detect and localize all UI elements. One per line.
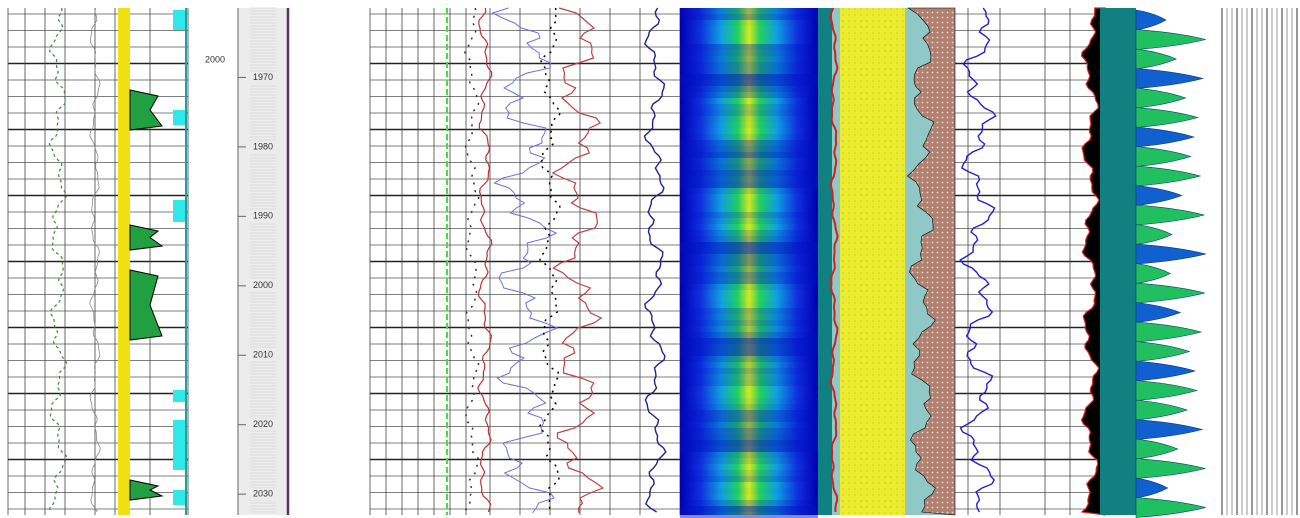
fill (173, 420, 185, 470)
heat-band (680, 236, 818, 242)
heat-band (680, 476, 818, 482)
heat-band (680, 86, 818, 92)
heat-band (680, 140, 818, 146)
heat-band (680, 500, 818, 506)
heat-band (680, 122, 818, 128)
heat-band (680, 422, 818, 428)
lith-strip (818, 8, 832, 515)
heat-band (680, 146, 818, 152)
heat-band (680, 110, 818, 116)
y-tick-label: 1970 (253, 72, 273, 82)
y-tick-label: 1990 (253, 211, 273, 221)
heat-band (680, 506, 818, 512)
y-tick-label: 2020 (253, 419, 273, 429)
heat-band (680, 44, 818, 50)
fill (173, 10, 185, 30)
heat-band (680, 116, 818, 122)
heat-band (680, 242, 818, 248)
heat-band (680, 440, 818, 446)
heat-band (680, 98, 818, 104)
heat-band (680, 14, 818, 20)
heat-band (680, 284, 818, 290)
heat-band (680, 338, 818, 344)
y-tick-label: 1980 (253, 141, 273, 151)
heat-band (680, 50, 818, 56)
heat-band (680, 458, 818, 464)
heat-band (680, 68, 818, 74)
heat-band (680, 248, 818, 254)
heat-band (680, 254, 818, 260)
well-log: 2000 1970 1980 1990 2000 2010 2020 2030 (0, 0, 1300, 518)
heat-band (680, 308, 818, 314)
heat-band (680, 410, 818, 416)
heat-band (680, 80, 818, 86)
heat-band (680, 380, 818, 386)
fill (118, 8, 130, 515)
heat-band (680, 350, 818, 356)
heat-band (680, 170, 818, 176)
heat-band (680, 314, 818, 320)
heat-band (680, 206, 818, 212)
heat-band (680, 398, 818, 404)
heat-band (680, 104, 818, 110)
heat-band (680, 92, 818, 98)
fill (173, 390, 185, 402)
y-tick-label: 2030 (253, 489, 273, 499)
heat-band (680, 200, 818, 206)
heat-band (680, 134, 818, 140)
heat-band (680, 416, 818, 422)
heat-band (680, 74, 818, 80)
heat-band (680, 320, 818, 326)
heat-band (680, 176, 818, 182)
heat-band (680, 434, 818, 440)
depth-track (238, 8, 288, 515)
heat-band (680, 452, 818, 458)
annotation: 2000 (205, 54, 225, 64)
heat-band (680, 8, 818, 14)
heat-band (680, 488, 818, 494)
heat-band (680, 62, 818, 68)
y-tick-label: 2000 (253, 280, 273, 290)
band (1100, 8, 1138, 515)
heat-band (680, 326, 818, 332)
heat-band (680, 164, 818, 170)
heat-band (680, 374, 818, 380)
heat-band (680, 356, 818, 362)
heat-band (680, 446, 818, 452)
heat-band (680, 218, 818, 224)
heat-band (680, 278, 818, 284)
heat-band (680, 428, 818, 434)
y-tick-label: 2010 (253, 350, 273, 360)
heat-band (680, 344, 818, 350)
heat-band (680, 470, 818, 476)
heat-band (680, 512, 818, 518)
heat-band (680, 362, 818, 368)
heat-band (680, 404, 818, 410)
heat-band (680, 272, 818, 278)
heat-band (680, 266, 818, 272)
heat-band (680, 182, 818, 188)
fill (173, 200, 185, 222)
heat-band (680, 56, 818, 62)
heat-band (680, 188, 818, 194)
heat-band (680, 212, 818, 218)
heat-band (680, 260, 818, 266)
heat-band (680, 332, 818, 338)
lith-fill (840, 8, 905, 515)
heat-band (680, 20, 818, 26)
heat-band (680, 368, 818, 374)
heat-band (680, 158, 818, 164)
fill (173, 110, 185, 125)
heat-band (680, 302, 818, 308)
fill (173, 490, 185, 505)
heat-band (680, 230, 818, 236)
heat-band (680, 152, 818, 158)
